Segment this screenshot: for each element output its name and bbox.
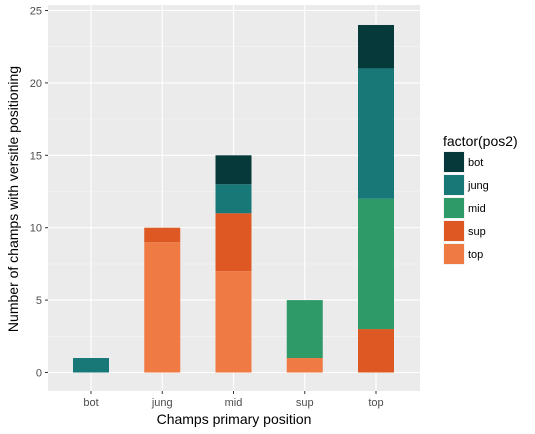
legend-swatch-mid bbox=[444, 198, 464, 218]
bar-segment-top-jung bbox=[358, 68, 394, 199]
y-tick-label: 5 bbox=[36, 295, 42, 307]
legend-swatch-top bbox=[444, 244, 464, 264]
x-axis: bot jung mid sup top bbox=[83, 391, 384, 409]
bar-segment-mid-jung bbox=[215, 184, 252, 214]
bar-segment-sup-top bbox=[286, 358, 323, 373]
x-tick-label: top bbox=[368, 397, 383, 409]
x-tick-label: bot bbox=[83, 397, 98, 409]
legend-label-sup: sup bbox=[468, 226, 486, 238]
bar-segment-jung-top bbox=[144, 242, 181, 373]
x-axis-title: Champs primary position bbox=[157, 411, 312, 427]
legend-swatch-jung bbox=[444, 175, 464, 195]
bar-segment-mid-sup bbox=[215, 213, 252, 272]
legend-label-jung: jung bbox=[467, 180, 489, 192]
bar-segment-bot-jung bbox=[73, 358, 109, 373]
y-tick-label: 20 bbox=[30, 78, 42, 90]
bar-segment-top-bot bbox=[358, 24, 394, 69]
legend-label-bot: bot bbox=[468, 157, 483, 169]
x-tick-label: sup bbox=[296, 397, 314, 409]
bar-segment-mid-top bbox=[215, 271, 252, 373]
y-tick-label: 10 bbox=[30, 223, 42, 235]
y-tick-label: 15 bbox=[30, 150, 42, 162]
legend-label-mid: mid bbox=[468, 203, 486, 215]
x-tick-label: mid bbox=[225, 397, 243, 409]
y-axis-title: Number of champs with versitle positioni… bbox=[5, 66, 21, 332]
y-tick-label: 0 bbox=[36, 368, 42, 380]
bar-segment-top-sup bbox=[358, 329, 394, 373]
y-axis: 0 5 10 15 20 25 bbox=[30, 6, 48, 380]
legend: factor(pos2) bot jung mid sup top bbox=[443, 133, 518, 265]
legend-swatch-sup bbox=[444, 221, 464, 241]
bars bbox=[73, 24, 394, 373]
bar-segment-jung-sup bbox=[144, 227, 181, 243]
bar-segment-top-mid bbox=[358, 198, 394, 330]
legend-label-top: top bbox=[468, 249, 483, 261]
bar-segment-mid-bot bbox=[215, 155, 252, 185]
legend-swatch-bot bbox=[444, 152, 464, 172]
bar-segment-sup-mid bbox=[286, 300, 323, 359]
x-tick-label: jung bbox=[151, 397, 173, 409]
y-tick-label: 25 bbox=[30, 6, 42, 18]
legend-title: factor(pos2) bbox=[443, 133, 518, 149]
